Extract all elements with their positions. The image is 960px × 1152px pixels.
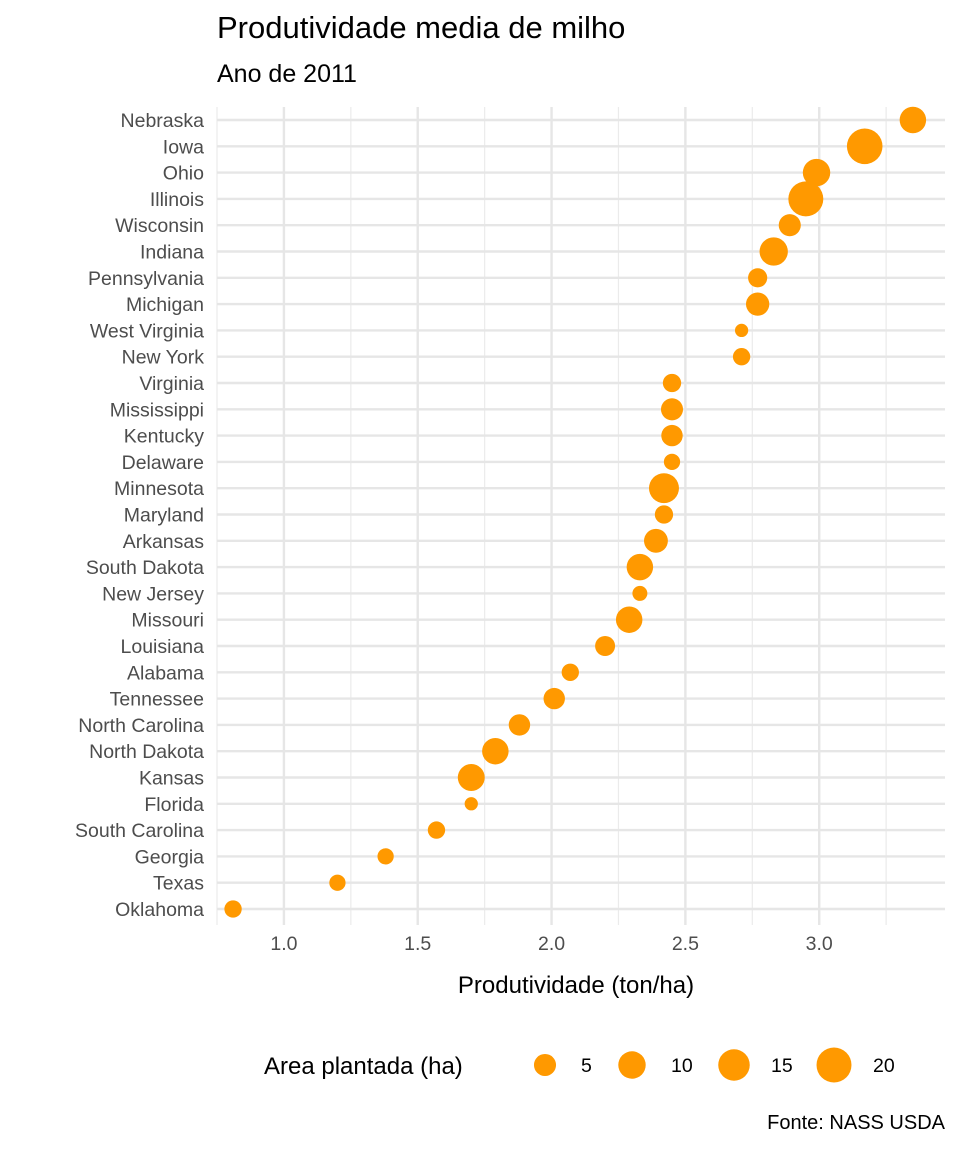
y-tick-label: Kentucky	[124, 426, 204, 448]
data-point	[662, 373, 682, 393]
data-point	[643, 528, 668, 553]
data-point	[543, 687, 565, 710]
y-tick-label: Delaware	[122, 452, 204, 474]
y-tick-label: Florida	[144, 794, 204, 816]
data-point	[224, 900, 242, 918]
data-point	[846, 128, 883, 165]
data-point	[654, 505, 674, 524]
y-tick-label: Nebraska	[121, 110, 205, 132]
data-point	[648, 473, 679, 504]
x-tick-label: 1.0	[270, 933, 297, 955]
data-point	[615, 606, 643, 633]
x-tick-label: 3.0	[806, 933, 833, 955]
grid-y	[217, 118, 945, 911]
data-point	[661, 424, 683, 447]
data-point	[899, 106, 927, 134]
y-tick-label: Minnesota	[114, 478, 204, 500]
x-tick-label: 1.5	[404, 933, 431, 955]
data-point	[508, 714, 531, 736]
legend-title: Area plantada (ha)	[264, 1053, 463, 1080]
y-tick-label: Alabama	[127, 662, 204, 684]
data-point	[377, 848, 394, 865]
legend-label: 20	[873, 1055, 895, 1077]
y-tick-label: North Carolina	[78, 715, 204, 737]
x-tick-labels: 1.0 1.5 2.0 2.5 3.0	[270, 933, 833, 955]
legend-key	[618, 1051, 646, 1079]
data-point	[802, 158, 831, 187]
data-point	[329, 874, 346, 891]
data-point	[482, 737, 509, 765]
y-tick-label: Kansas	[139, 768, 204, 790]
legend-key	[816, 1047, 852, 1083]
y-tick-label: North Dakota	[89, 741, 204, 763]
y-tick-label: Georgia	[135, 846, 205, 868]
y-tick-label: Arkansas	[123, 531, 205, 553]
y-tick-label: Missouri	[131, 610, 204, 632]
y-tick-label: Illinois	[150, 189, 204, 211]
data-points	[224, 106, 927, 918]
data-point	[561, 663, 579, 681]
data-point	[778, 214, 801, 237]
data-point	[759, 237, 788, 266]
x-axis-title: Produtividade (ton/ha)	[458, 972, 694, 999]
legend-key	[718, 1049, 750, 1081]
grid-minor-x	[216, 107, 887, 925]
y-tick-label: Oklahoma	[115, 899, 204, 921]
grid-major-x	[282, 107, 821, 925]
data-point	[632, 585, 648, 601]
y-tick-label: Louisiana	[121, 636, 205, 658]
y-tick-label: Virginia	[139, 373, 204, 395]
legend-label: 15	[771, 1055, 793, 1077]
x-tick-label: 2.5	[672, 933, 699, 955]
y-tick-label: Iowa	[163, 136, 204, 158]
data-point	[663, 453, 681, 471]
data-point	[748, 268, 768, 288]
y-tick-label: South Dakota	[86, 557, 204, 579]
chart-caption: Fonte: NASS USDA	[767, 1112, 945, 1134]
chart-title: Produtividade media de milho	[217, 10, 626, 45]
data-point	[626, 553, 654, 581]
data-point	[788, 181, 824, 217]
data-point	[457, 764, 485, 791]
y-tick-label: Maryland	[124, 505, 204, 527]
data-point	[734, 323, 749, 338]
y-tick-label: Mississippi	[110, 399, 204, 421]
x-tick-label: 2.0	[538, 933, 565, 955]
y-tick-label: Tennessee	[110, 689, 204, 711]
legend: Area plantada (ha) 5 10 15 20	[264, 1047, 895, 1083]
legend-key	[533, 1053, 557, 1077]
legend-label: 5	[581, 1055, 592, 1077]
y-tick-label: Wisconsin	[115, 215, 204, 237]
legend-label: 10	[671, 1055, 693, 1077]
y-tick-label: Indiana	[140, 242, 204, 264]
data-point	[745, 292, 770, 316]
data-point	[427, 821, 446, 839]
data-point	[464, 797, 478, 811]
y-tick-label: Texas	[153, 873, 204, 895]
y-tick-label: Pennsylvania	[88, 268, 204, 290]
data-point	[660, 398, 684, 421]
y-tick-label: New York	[122, 347, 205, 369]
y-tick-labels: Nebraska Iowa Ohio Illinois Wisconsin Indiana…	[75, 110, 204, 921]
y-tick-label: Ohio	[163, 163, 204, 185]
chart-subtitle: Ano de 2011	[217, 60, 357, 88]
y-tick-label: Michigan	[126, 294, 204, 316]
y-tick-label: South Carolina	[75, 820, 204, 842]
data-point	[732, 348, 751, 366]
y-tick-label: New Jersey	[102, 583, 204, 605]
y-tick-label: West Virginia	[90, 320, 204, 342]
data-point	[595, 636, 616, 656]
